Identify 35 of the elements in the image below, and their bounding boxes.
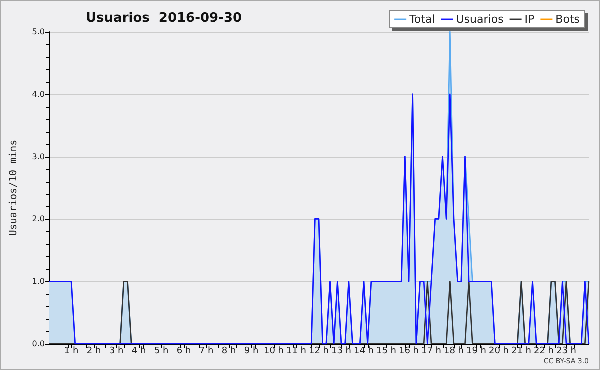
x-tick-label: 18 h bbox=[444, 346, 464, 356]
x-tick-label: 23 h bbox=[556, 346, 577, 356]
x-tick-label: 8 h bbox=[222, 346, 236, 356]
x-tick-label: 20 h bbox=[488, 346, 510, 356]
x-tick-label: 17 h bbox=[421, 346, 442, 356]
x-tick-label: 5 h bbox=[154, 346, 169, 356]
legend-label: IP bbox=[524, 13, 536, 26]
x-tick-label: 7 h bbox=[199, 346, 214, 356]
x-tick-label: 3 h bbox=[109, 346, 124, 356]
y-tick-label: 4.0 bbox=[32, 90, 45, 99]
y-tick-label: 0.0 bbox=[32, 340, 45, 348]
legend-label: Bots bbox=[556, 13, 580, 26]
legend-label: Total bbox=[408, 13, 436, 26]
x-tick-label: 1 h bbox=[64, 346, 79, 356]
x-tick-label: 2 h bbox=[86, 346, 102, 356]
x-tick-label: 11 h bbox=[286, 346, 307, 356]
x-tick-label: 12 h bbox=[308, 346, 330, 356]
chart-title: Usuarios 2016-09-30 bbox=[86, 11, 242, 26]
y-tick-label: 2.0 bbox=[32, 214, 45, 224]
y-tick-label: 1.0 bbox=[32, 277, 45, 286]
x-tick-label: 13 h bbox=[331, 346, 352, 356]
x-tick-label: 14 h bbox=[354, 346, 374, 356]
x-tick-label: 6 h bbox=[176, 346, 192, 356]
y-tick-label: 3.0 bbox=[32, 152, 45, 162]
x-tick-label: 16 h bbox=[398, 346, 420, 356]
x-tick-label: 10 h bbox=[264, 346, 284, 356]
x-tick-label: 22 h bbox=[534, 346, 554, 356]
y-tick-label: 5.0 bbox=[32, 28, 45, 36]
x-tick-label: 9 h bbox=[244, 346, 259, 356]
legend-label: Usuarios bbox=[456, 13, 504, 26]
x-tick-label: 15 h bbox=[376, 346, 397, 356]
y-axis-title: Usuarios/10 mins bbox=[8, 140, 20, 236]
x-tick-label: 21 h bbox=[511, 346, 532, 356]
x-tick-label: 4 h bbox=[132, 346, 146, 356]
x-tick-label: 19 h bbox=[466, 346, 487, 356]
